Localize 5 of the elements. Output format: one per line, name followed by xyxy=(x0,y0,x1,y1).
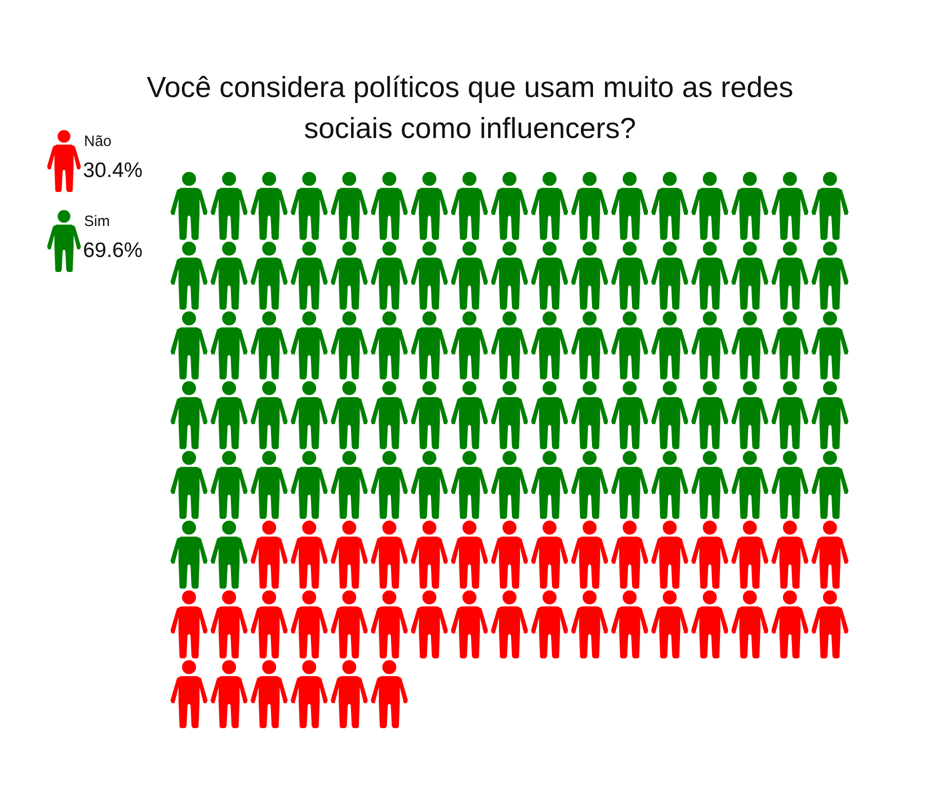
data-label: 69.6% xyxy=(83,239,143,262)
legend-label: Sim xyxy=(84,213,110,230)
legend-label: Não xyxy=(84,133,112,150)
text: Você considera políticos que usam muito as redes sociais como influencers? xyxy=(146,72,794,145)
data-label: 30.4% xyxy=(83,159,143,182)
